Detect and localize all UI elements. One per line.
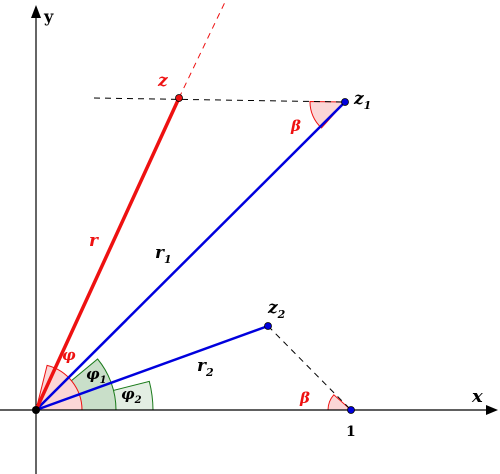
label-phi1: φ1 (86, 365, 107, 386)
label-phi2: φ2 (121, 385, 142, 406)
label-beta-top: β (290, 117, 301, 135)
segment-r (34, 97, 181, 411)
angle-beta-bottom-sector (327, 394, 353, 411)
point-z2 (264, 322, 272, 330)
segment-r1 (35, 101, 346, 411)
point-origin (32, 406, 40, 414)
dashed-horizontal-line (93, 97, 346, 103)
segment-r2 (35, 324, 269, 412)
point-one (347, 406, 355, 414)
label-phi: φ (62, 346, 76, 364)
y-axis-label: y (43, 7, 54, 26)
label-r: r (89, 231, 99, 251)
dashed-extension-line (178, 0, 227, 99)
x-axis (0, 405, 498, 415)
y-axis (31, 5, 41, 474)
point-z1 (341, 98, 349, 106)
tick-label-one: 1 (346, 424, 356, 440)
label-r2: r2 (197, 356, 214, 379)
dashed-z2-to-one-line (267, 325, 352, 411)
x-axis-label: x (471, 386, 483, 407)
label-beta-bottom: β (299, 389, 310, 407)
label-z1: z1 (353, 89, 371, 112)
label-z2: z2 (267, 298, 286, 321)
point-z (175, 94, 183, 102)
label-r1: r1 (155, 243, 172, 266)
label-z: z (157, 71, 168, 91)
angle-beta-top-sector (309, 100, 347, 129)
